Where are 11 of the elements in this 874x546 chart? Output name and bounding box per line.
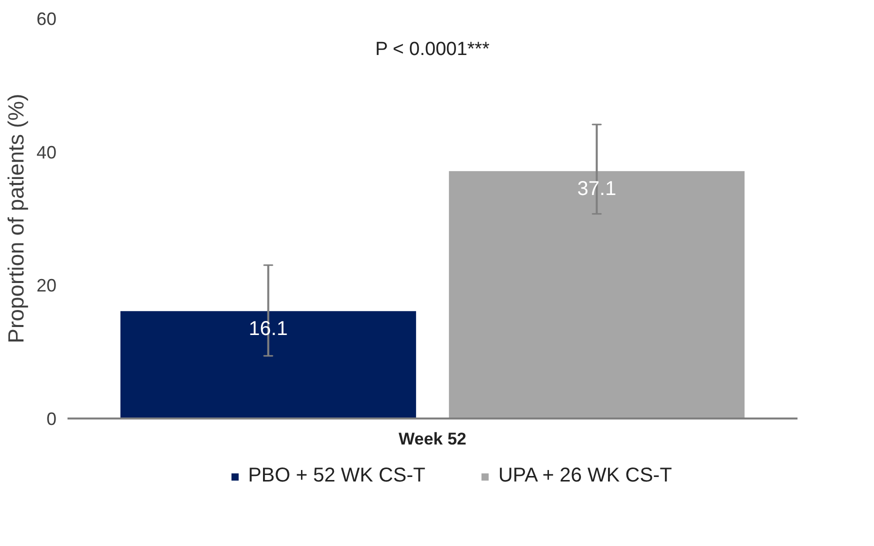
legend-label: PBO + 52 WK CS-T — [248, 464, 426, 488]
y-axis-title: Proportion of patients (%) — [3, 94, 28, 344]
annotation: P < 0.0001*** — [375, 38, 490, 60]
y-tick-label: 0 — [46, 409, 57, 429]
y-tick-label: 60 — [36, 9, 57, 29]
y-tick-label: 40 — [36, 142, 57, 162]
y-tick-label: 20 — [36, 276, 57, 296]
data-label: 16.1 — [248, 318, 288, 340]
data-label: 37.1 — [577, 178, 616, 200]
x-tick-label: Week 52 — [398, 430, 466, 448]
legend-label: UPA + 26 WK CS-T — [498, 464, 672, 488]
